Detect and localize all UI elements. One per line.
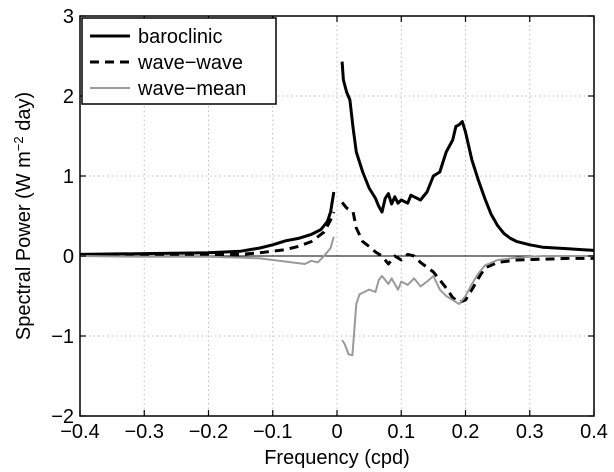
series-line-wave-wave — [80, 211, 336, 257]
x-tick-label: −0.2 — [189, 421, 228, 443]
legend-label: baroclinic — [138, 26, 222, 48]
x-axis-title: Frequency (cpd) — [264, 447, 410, 469]
y-tick-label: 2 — [63, 86, 74, 108]
legend-items: baroclinic wave−wave wave−mean — [90, 26, 246, 100]
x-tick-label: 0.3 — [516, 421, 544, 443]
x-tick-label: 0 — [331, 421, 342, 443]
x-axis-ticks: −0.4 −0.3 −0.2 −0.1 0 0.1 0.2 0.3 0.4 — [60, 16, 608, 443]
y-axis-ticks: −2 −1 0 1 2 3 — [51, 6, 594, 428]
y-tick-label: 1 — [63, 166, 74, 188]
legend: baroclinic wave−wave wave−mean — [81, 17, 277, 105]
x-tick-label: 0.2 — [452, 421, 480, 443]
series-line-baroclinic — [340, 61, 595, 252]
y-tick-label: 3 — [63, 6, 74, 28]
series-line-wave-mean — [341, 255, 594, 357]
x-tick-label: −0.4 — [60, 421, 99, 443]
legend-box — [81, 17, 277, 105]
series-line-baroclinic — [79, 191, 336, 256]
y-axis-title-exponent: −2 — [11, 136, 26, 151]
x-tick-label: −0.1 — [253, 421, 292, 443]
series-layer — [79, 61, 595, 357]
x-tick-label: 0.1 — [387, 421, 415, 443]
series-line-wave-wave — [340, 201, 594, 304]
y-axis-title-tail: day) — [13, 92, 35, 136]
y-axis-title-main: Spectral Power (W m — [13, 151, 35, 340]
y-tick-label: −1 — [51, 326, 74, 348]
y-axis-title: Spectral Power (W m−2 day) — [11, 92, 36, 340]
y-tick-label: −2 — [51, 406, 74, 428]
y-tick-label: 0 — [63, 246, 74, 268]
series-line-wave-mean — [79, 236, 335, 265]
x-tick-label: 0.4 — [580, 421, 608, 443]
x-tick-label: −0.3 — [125, 421, 164, 443]
legend-label: wave−wave — [137, 52, 243, 74]
legend-label: wave−mean — [137, 78, 246, 100]
